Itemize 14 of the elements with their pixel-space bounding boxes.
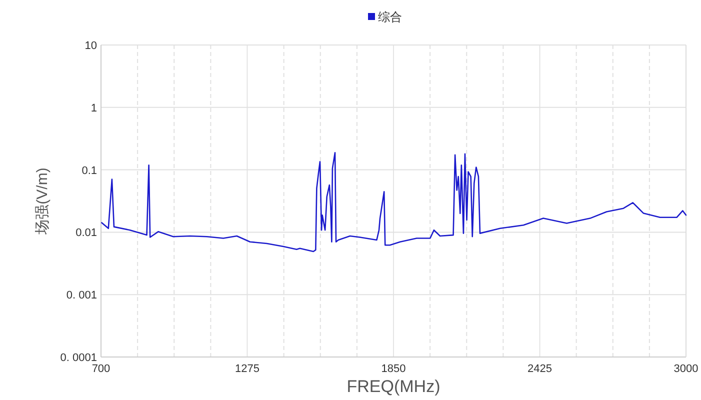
x-tick-label: 3000: [674, 363, 698, 375]
y-tick-label: 0. 0001: [60, 352, 97, 364]
y-axis-title: 场强(V/m): [34, 168, 51, 236]
x-tick-label: 2425: [528, 363, 552, 375]
legend-label: 综合: [378, 10, 402, 24]
y-tick-label: 1: [90, 102, 97, 114]
y-tick-label: 0.1: [82, 164, 97, 177]
x-axis-title: FREQ(MHz): [346, 377, 440, 396]
y-tick-label: 0.01: [76, 227, 97, 240]
x-tick-label: 1850: [381, 363, 406, 375]
y-tick-label: 0. 001: [66, 290, 97, 302]
y-tick-label: 10: [84, 40, 97, 52]
x-tick-label: 1275: [235, 363, 260, 375]
x-tick-label: 700: [92, 363, 110, 375]
